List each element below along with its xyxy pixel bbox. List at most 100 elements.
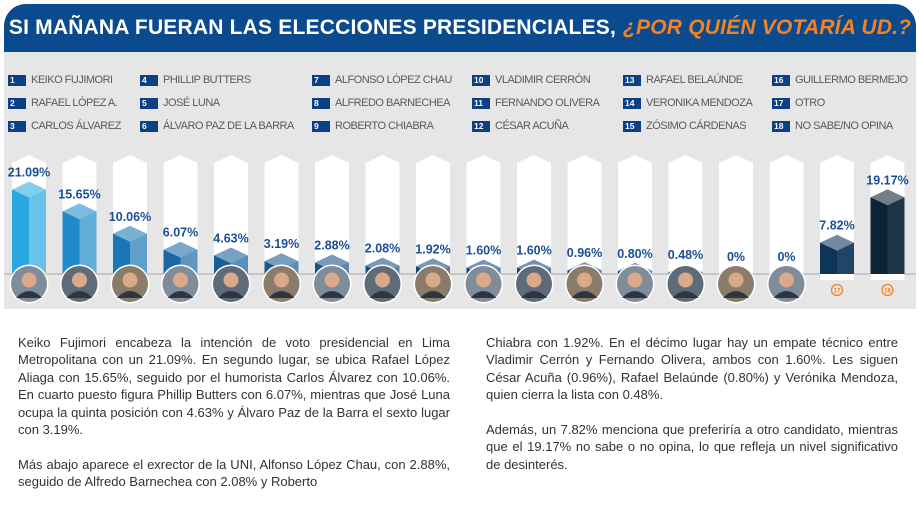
category-number-icon [881,283,894,297]
legend-number: 18 [772,120,790,132]
chart-title: SI MAÑANA FUERAN LAS ELECCIONES PRESIDEN… [4,4,916,52]
bar-background [517,155,551,280]
photo-shoulders [672,291,699,298]
photo-shoulders [571,291,598,298]
legend-number: 6 [140,120,158,132]
bar-front-right [29,189,46,274]
legend-number: 12 [472,120,490,132]
bar-background [668,155,703,280]
photo-face [526,272,542,288]
bar-front-left [820,242,837,274]
bar-background [264,155,299,280]
data-label: 3.19% [264,237,299,251]
data-label: 0% [777,250,795,264]
legend-number: 5 [140,97,158,109]
title-main: SI MAÑANA FUERAN LAS ELECCIONES PRESIDEN… [8,16,617,39]
photo-face [627,272,643,288]
legend-number: 16 [772,74,790,86]
data-label: 7.82% [819,219,854,233]
bar-front-left [62,211,80,274]
legend-item: 15 ZÓSIMO CÁRDENAS [623,120,747,132]
bar-front-left [113,233,130,274]
legend-label: JOSÉ LUNA [163,97,220,109]
legend-item: 9 ROBERTO CHIABRA [312,120,434,132]
photo-shoulders [167,291,194,298]
photo-shoulders [117,291,143,298]
legend-label: KEIKO FUJIMORI [31,74,113,86]
data-label: 0.96% [567,246,602,260]
category-number: 18 [884,289,891,295]
photo-shoulders [723,291,749,298]
bar-top [264,253,299,270]
bar-top [214,247,248,264]
legend-label: NO SABE/NO OPINA [795,120,893,132]
legend-label: FERNANDO OLIVERA [495,97,600,109]
photo-face [173,272,188,288]
photo-face [476,272,491,288]
photo-shoulders [66,291,93,298]
data-label: 4.63% [213,231,248,245]
legend-item: 13 RAFAEL BELAÚNDE [623,74,743,86]
data-label: 2.08% [365,242,400,256]
bar-background [567,155,602,280]
title-question: ¿POR QUIÉN VOTARÍA UD.? [623,16,912,39]
text-column-right: Chiabra con 1.92%. En el décimo lugar ha… [486,334,898,491]
legend-item: 3 CARLOS ÁLVAREZ [8,120,121,132]
bar-top [12,181,46,198]
bar-top [113,225,147,242]
legend-number: 3 [8,120,26,132]
legend-label: ROBERTO CHIABRA [335,120,434,132]
legend-label: ÁLVARO PAZ DE LA BARRA [163,120,294,132]
legend-label: VERONIKA MENDOZA [646,97,753,109]
data-label: 0% [727,250,745,264]
legend-label: ZÓSIMO CÁRDENAS [646,120,747,132]
photo-face [72,272,87,288]
photo-shoulders [268,291,295,298]
category-number-icon [830,283,844,297]
legend-item: 2 RAFAEL LÓPEZ A. [8,97,118,109]
legend-item: 11 FERNANDO OLIVERA [472,97,600,109]
bar-background [466,155,501,280]
legend-number: 15 [623,120,641,132]
photo-face [779,272,794,288]
legend-item: 1 KEIKO FUJIMORI [8,74,113,86]
paragraph: Chiabra con 1.92%. En el décimo lugar ha… [486,335,898,403]
data-label: 10.06% [109,210,151,224]
data-label: 6.07% [163,226,198,240]
data-label: 15.65% [58,187,100,201]
photo-shoulders [218,291,244,298]
legend-label: OTRO [795,97,825,109]
photo-face [375,272,390,288]
photo-face [223,272,239,288]
legend-label: RAFAEL LÓPEZ A. [31,97,118,109]
photo-shoulders [773,291,800,298]
text-column-left: Keiko Fujimori encabeza la intención de … [18,334,450,508]
paragraph: Keiko Fujimori encabeza la intención de … [18,335,450,438]
bar-top [163,241,198,258]
bar-front-left [12,189,29,274]
photo-face [425,272,441,288]
photo-face [122,272,138,288]
photo-face [678,272,693,288]
paragraph: Más abajo aparece el exrector de la UNI,… [18,456,450,490]
photo-shoulders [622,291,648,298]
legend-number: 2 [8,97,26,109]
legend-label: ALFREDO BARNECHEA [335,97,450,109]
legend-item: 7 ALFONSO LÓPEZ CHAU [312,74,452,86]
data-label: 2.88% [314,238,349,252]
legend-item: 6 ÁLVARO PAZ DE LA BARRA [140,120,294,132]
photo-face [324,272,340,288]
legend-number: 17 [772,97,790,109]
photo-shoulders [369,291,396,298]
legend-label: GUILLERMO BERMEJO [795,74,908,86]
bar-background [719,155,753,280]
chart-panel [4,52,916,309]
legend-item: 16 GUILLERMO BERMEJO [772,74,908,86]
legend-item: 14 VERONIKA MENDOZA [623,97,753,109]
data-label: 0.80% [617,247,652,261]
bar-front-right [130,233,147,274]
photo-face [274,272,289,288]
photo-shoulders [420,291,446,298]
data-label: 21.09% [8,166,50,180]
